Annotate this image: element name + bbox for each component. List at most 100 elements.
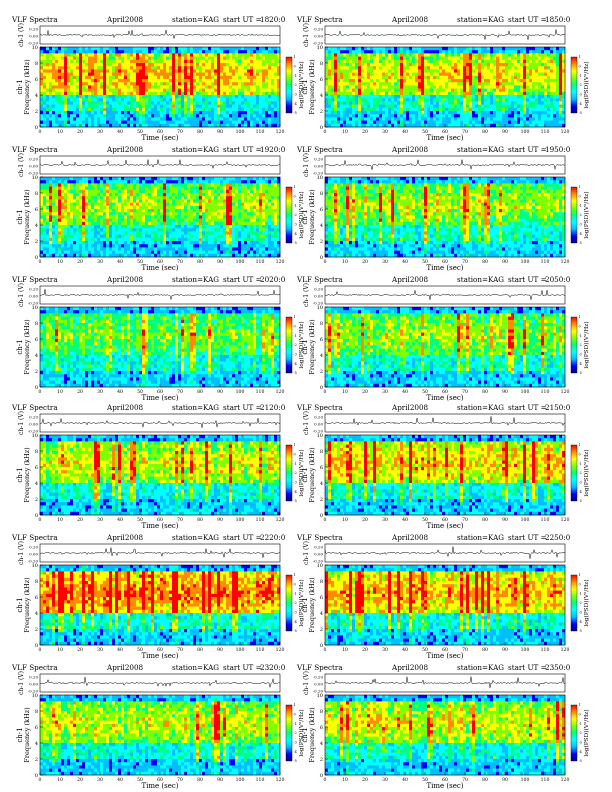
spectrogram-cell: [229, 57, 232, 61]
spectrogram-cell: [151, 95, 154, 99]
spectrogram-cell: [253, 47, 256, 51]
spectrogram-cell: [58, 79, 61, 83]
spectrogram-cell: [130, 60, 133, 64]
spectrogram-cell: [109, 66, 112, 70]
spectrogram-cell: [175, 89, 178, 93]
spectrogram-cell: [262, 92, 265, 96]
spectrogram-cell: [67, 101, 70, 105]
spectrogram-cell: [52, 101, 55, 105]
spectrogram-cell: [88, 95, 91, 99]
spectrogram-cell: [115, 98, 118, 102]
spectrogram-cell: [184, 69, 187, 73]
spectrogram-cell: [217, 105, 220, 109]
spectrogram-cell: [196, 82, 199, 86]
spectrogram-cell: [163, 57, 166, 61]
spectrogram-cell: [238, 101, 241, 105]
spectrogram-cell: [85, 63, 88, 67]
spectrogram-cell: [190, 105, 193, 109]
spectrogram-cell: [49, 57, 52, 61]
spectrogram-cell: [112, 66, 115, 70]
spectrogram-cell: [136, 108, 139, 112]
spectrogram-cell: [256, 76, 259, 80]
spectrogram-cell: [151, 69, 154, 73]
spectrogram-cell: [94, 47, 97, 51]
spectrogram-cell: [103, 63, 106, 67]
spectrogram-cell: [94, 98, 97, 102]
spectrogram-cell: [187, 85, 190, 89]
spectrogram-cell: [61, 53, 64, 57]
spectrogram-cell: [145, 82, 148, 86]
spectrogram-cell: [103, 66, 106, 70]
spectrogram-cell: [196, 85, 199, 89]
spectrogram-cell: [193, 79, 196, 83]
spectrogram-cell: [259, 79, 262, 83]
spectrogram-cell: [223, 82, 226, 86]
spectrogram-cell: [88, 79, 91, 83]
spectrogram-cell: [124, 53, 127, 57]
spectrogram-cell: [187, 63, 190, 67]
spectrogram-cell: [193, 95, 196, 99]
spectrogram-cell: [214, 92, 217, 96]
spectrogram-cell: [151, 47, 154, 51]
spectrogram-cell: [235, 60, 238, 64]
spectrogram-cell: [88, 66, 91, 70]
spectrogram-cell: [127, 105, 130, 109]
spectrogram-cell: [256, 47, 259, 51]
spectrogram-cell: [139, 85, 142, 89]
spectrogram-cell: [139, 60, 142, 64]
spectrogram-cell: [187, 76, 190, 80]
spectrogram-cell: [70, 60, 73, 64]
spectrogram-cell: [244, 92, 247, 96]
spectrogram-cell: [100, 63, 103, 67]
spectrogram-cell: [232, 105, 235, 109]
spectrogram-cell: [136, 95, 139, 99]
spectrogram-cell: [268, 47, 271, 51]
spectrogram-cell: [241, 69, 244, 73]
spectrogram-cell: [190, 47, 193, 51]
spectrogram-cell: [124, 85, 127, 89]
spectrogram-cell: [256, 82, 259, 86]
spectrogram-cell: [247, 53, 250, 57]
spectrogram-cell: [109, 73, 112, 77]
spectrogram-cell: [193, 63, 196, 67]
spectrogram-cell: [220, 73, 223, 77]
spectrogram-cell: [229, 50, 232, 54]
spectrogram-cell: [142, 108, 145, 112]
spectrogram-cell: [274, 76, 277, 80]
spectrogram-cell: [97, 92, 100, 96]
spectrogram-cell: [40, 50, 43, 54]
spectrogram-cell: [256, 92, 259, 96]
spectrogram-cell: [166, 47, 169, 51]
spectrogram-cell: [250, 53, 253, 57]
spectrogram-cell: [106, 108, 109, 112]
spectrogram-cell: [88, 73, 91, 77]
spectrogram-cell: [136, 76, 139, 80]
spectrogram-cell: [208, 105, 211, 109]
spectrogram-cell: [157, 47, 160, 51]
spectrogram-cell: [64, 79, 67, 83]
spectrogram-cell: [43, 85, 46, 89]
spectrogram-cell: [55, 79, 58, 83]
spectrogram-cell: [43, 47, 46, 51]
spectrogram-cell: [79, 95, 82, 99]
spectrogram-cell: [154, 69, 157, 73]
spectrogram-cell: [241, 105, 244, 109]
spectrogram-cell: [82, 50, 85, 54]
spectrogram-cell: [181, 63, 184, 67]
spectrogram-cell: [223, 85, 226, 89]
spectrogram-cell: [130, 76, 133, 80]
spectrogram-cell: [73, 63, 76, 67]
spectrogram-cell: [109, 95, 112, 99]
spectrogram-cell: [184, 92, 187, 96]
spectrogram-cell: [121, 85, 124, 89]
spectrogram-cell: [154, 63, 157, 67]
spectrogram-cell: [115, 89, 118, 93]
spectrogram-cell: [73, 85, 76, 89]
spectrogram-cell: [79, 92, 82, 96]
spectrogram-cell: [85, 108, 88, 112]
spectrogram-cell: [181, 76, 184, 80]
spectrogram-cell: [43, 66, 46, 70]
spectrogram-cell: [274, 105, 277, 109]
spectrogram-cell: [244, 57, 247, 61]
spectrogram-cell: [181, 73, 184, 77]
